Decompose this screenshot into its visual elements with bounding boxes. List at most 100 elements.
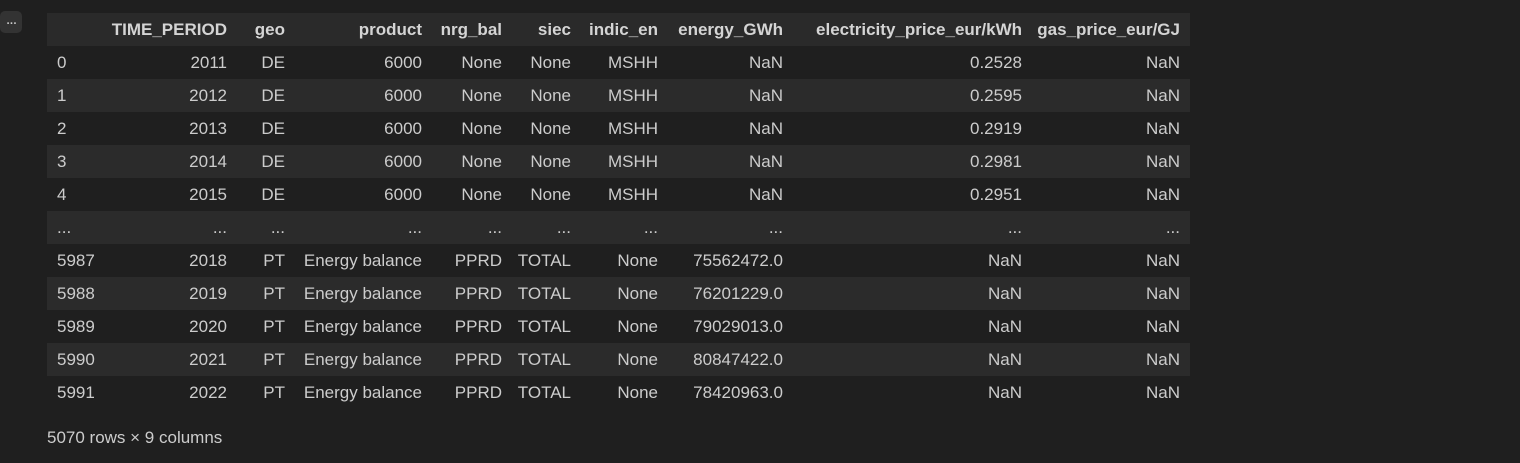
table-cell: 6000 (295, 46, 432, 79)
column-header: electricity_price_eur/kWh (793, 13, 1032, 46)
table-cell: ... (432, 211, 512, 244)
table-cell: DE (237, 145, 295, 178)
table-row: 5988 2019 PT Energy balance PPRD TOTAL None 762… (47, 277, 1190, 310)
table-cell: PPRD (432, 244, 512, 277)
table-cell: NaN (1032, 310, 1190, 343)
table-cell: NaN (793, 376, 1032, 409)
table-cell: MSHH (581, 178, 668, 211)
table-cell: 6000 (295, 79, 432, 112)
table-cell: None (432, 178, 512, 211)
table-cell: DE (237, 79, 295, 112)
row-index: 2 (47, 112, 105, 145)
table-cell: None (512, 145, 581, 178)
table-row: 1 2012 DE 6000 None None MSHH NaN 0.2595 NaN (47, 79, 1190, 112)
row-index: 5990 (47, 343, 105, 376)
table-cell: 2022 (105, 376, 237, 409)
row-index: ... (47, 211, 105, 244)
table-row: 3 2014 DE 6000 None None MSHH NaN 0.2981 NaN (47, 145, 1190, 178)
table-cell: 2014 (105, 145, 237, 178)
table-cell: NaN (1032, 376, 1190, 409)
table-cell: NaN (1032, 79, 1190, 112)
dataframe-table: TIME_PERIOD geo product nrg_bal siec indic_en… (47, 13, 1190, 409)
table-cell: MSHH (581, 112, 668, 145)
table-cell: None (581, 376, 668, 409)
table-cell: MSHH (581, 79, 668, 112)
table-cell: ... (668, 211, 793, 244)
table-body: 0 2011 DE 6000 None None MSHH NaN 0.2528 NaN 1 2012… (47, 46, 1190, 409)
table-row: 4 2015 DE 6000 None None MSHH NaN 0.2951 NaN (47, 178, 1190, 211)
table-cell: 76201229.0 (668, 277, 793, 310)
table-cell: NaN (668, 46, 793, 79)
table-cell: 80847422.0 (668, 343, 793, 376)
table-cell: Energy balance (295, 310, 432, 343)
table-cell: MSHH (581, 46, 668, 79)
table-cell: PT (237, 343, 295, 376)
table-cell: MSHH (581, 145, 668, 178)
table-cell: TOTAL (512, 376, 581, 409)
table-cell: 0.2981 (793, 145, 1032, 178)
table-cell: 0.2919 (793, 112, 1032, 145)
table-cell: ... (581, 211, 668, 244)
table-cell: NaN (668, 79, 793, 112)
row-index: 3 (47, 145, 105, 178)
table-cell: 2018 (105, 244, 237, 277)
table-cell: 0.2528 (793, 46, 1032, 79)
table-row: 2 2013 DE 6000 None None MSHH NaN 0.2919 NaN (47, 112, 1190, 145)
table-cell: PT (237, 376, 295, 409)
table-cell: NaN (1032, 343, 1190, 376)
table-cell: PPRD (432, 376, 512, 409)
table-cell: None (512, 112, 581, 145)
column-header: siec (512, 13, 581, 46)
column-header: TIME_PERIOD (105, 13, 237, 46)
table-cell: NaN (1032, 277, 1190, 310)
table-cell: NaN (668, 178, 793, 211)
table-cell: None (432, 145, 512, 178)
table-cell: None (581, 310, 668, 343)
ellipsis-row: .............................. (47, 211, 1190, 244)
table-cell: 0.2951 (793, 178, 1032, 211)
table-cell: NaN (1032, 46, 1190, 79)
table-cell: 0.2595 (793, 79, 1032, 112)
table-cell: NaN (1032, 178, 1190, 211)
table-cell: None (432, 46, 512, 79)
table-row: 5991 2022 PT Energy balance PPRD TOTAL None 784… (47, 376, 1190, 409)
table-cell: 2011 (105, 46, 237, 79)
table-cell: TOTAL (512, 310, 581, 343)
table-cell: None (512, 79, 581, 112)
table-cell: NaN (668, 145, 793, 178)
table-cell: ... (237, 211, 295, 244)
row-index: 0 (47, 46, 105, 79)
table-cell: NaN (1032, 145, 1190, 178)
table-cell: 75562472.0 (668, 244, 793, 277)
column-header: indic_en (581, 13, 668, 46)
table-cell: 79029013.0 (668, 310, 793, 343)
table-cell: DE (237, 112, 295, 145)
table-cell: 2019 (105, 277, 237, 310)
table-cell: PT (237, 244, 295, 277)
cell-output-more-button[interactable]: ... (0, 11, 22, 33)
table-cell: TOTAL (512, 244, 581, 277)
table-cell: 2015 (105, 178, 237, 211)
table-cell: 2020 (105, 310, 237, 343)
column-header: gas_price_eur/GJ (1032, 13, 1190, 46)
table-cell: PPRD (432, 343, 512, 376)
table-cell: 78420963.0 (668, 376, 793, 409)
table-cell: None (581, 244, 668, 277)
table-cell: ... (512, 211, 581, 244)
index-column-header (47, 13, 105, 46)
table-cell: PT (237, 277, 295, 310)
table-cell: Energy balance (295, 376, 432, 409)
table-cell: None (432, 79, 512, 112)
table-cell: NaN (793, 277, 1032, 310)
row-index: 5987 (47, 244, 105, 277)
table-cell: NaN (1032, 244, 1190, 277)
table-row: 5990 2021 PT Energy balance PPRD TOTAL None 808… (47, 343, 1190, 376)
table-row: 5989 2020 PT Energy balance PPRD TOTAL None 790… (47, 310, 1190, 343)
column-header: geo (237, 13, 295, 46)
table-cell: DE (237, 178, 295, 211)
table-cell: None (512, 46, 581, 79)
table-cell: 2013 (105, 112, 237, 145)
row-index: 4 (47, 178, 105, 211)
table-cell: NaN (1032, 112, 1190, 145)
table-cell: NaN (668, 112, 793, 145)
